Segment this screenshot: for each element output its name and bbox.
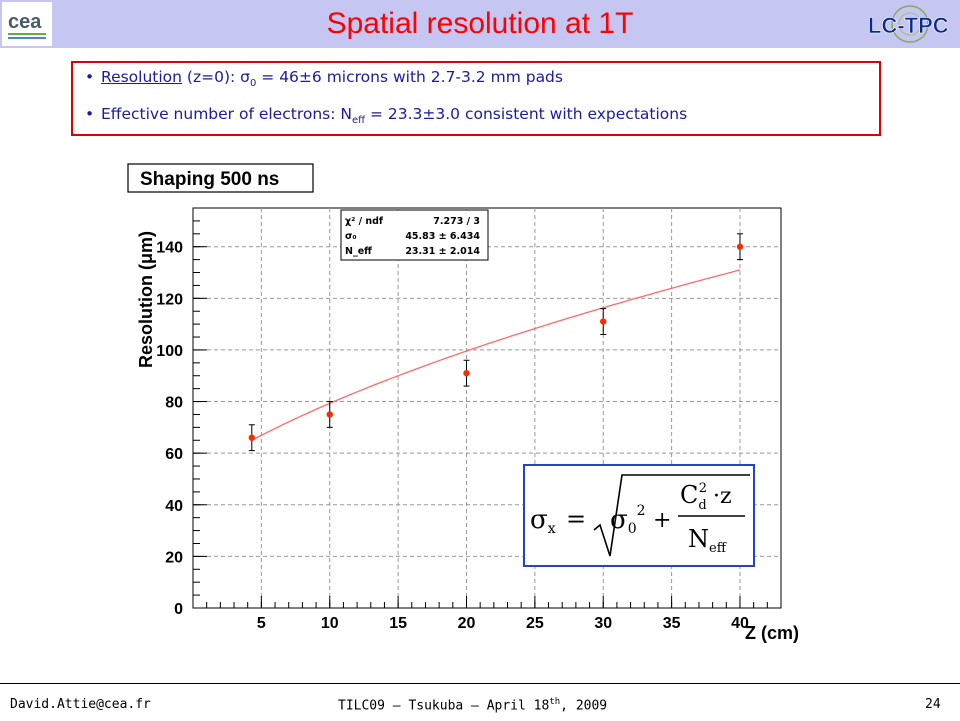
chart-title-box: Shaping 500 ns <box>127 163 314 193</box>
bullet-dot-icon: • <box>85 105 95 124</box>
bullet-resolution-label: Resolution <box>101 68 182 86</box>
lctpc-logo-text: LC-TPC <box>868 13 949 38</box>
formula-box: σx = σ02 + Cd2 ·z Neff <box>523 464 755 567</box>
y-tick-label: 40 <box>165 498 183 515</box>
bullet-neff: • Effective number of electrons: Neff = 2… <box>85 104 879 131</box>
stats-value-neff: 23.31 ± 2.014 <box>405 246 480 257</box>
lctpc-logo: LC-TPC <box>860 2 958 46</box>
footer-event: TILC09 – Tsukuba – April 18th, 2009 <box>338 697 607 713</box>
data-point <box>736 243 744 250</box>
axis-layer: 5 10 15 20 25 30 35 40 0 20 40 60 80 100 120 140 <box>156 220 768 632</box>
stats-name-chi2: χ² / ndf <box>345 216 384 227</box>
x-tick-label: 25 <box>526 615 544 632</box>
data-point <box>463 369 470 377</box>
fit-layer <box>251 269 741 441</box>
y-tick-label: 80 <box>165 395 183 412</box>
y-tick-label: 100 <box>156 343 183 360</box>
x-axis-label: Z (cm) <box>745 623 799 643</box>
bullet-resolution-text: = 46±6 microns with 2.7-3.2 mm pads <box>256 68 563 86</box>
x-tick-label: 35 <box>663 615 681 632</box>
resolution-chart: Shaping 500 ns 5 10 15 20 25 30 35 40 0 20 40 60 80 1… <box>127 163 799 643</box>
y-tick-label: 20 <box>165 549 183 566</box>
lctpc-logo-icon: LC-TPC <box>868 5 949 43</box>
bullet-neff-sub: eff <box>351 115 366 127</box>
bullet-neff-label: Effective number of electrons: N <box>101 105 352 124</box>
y-tick-label: 120 <box>156 291 183 308</box>
slide-title: Spatial resolution at 1T <box>326 7 634 40</box>
x-tick-label: 40 <box>731 615 749 632</box>
y-tick-label: 0 <box>174 601 183 618</box>
fit-curve <box>251 269 741 441</box>
x-tick-label: 15 <box>389 615 407 632</box>
footer-page-number: 24 <box>925 697 941 712</box>
stats-name-sigma0: σ₀ <box>345 231 357 242</box>
stats-name-neff: N_eff <box>345 246 372 257</box>
x-tick-label: 5 <box>257 615 266 632</box>
stats-value-sigma0: 45.83 ± 6.434 <box>405 231 480 242</box>
footer-event-year: , 2009 <box>560 698 608 714</box>
cea-logo: cea <box>2 2 52 46</box>
x-tick-label: 30 <box>594 615 612 632</box>
formula-equals: = <box>566 505 586 533</box>
footer-email: David.Attie@cea.fr <box>10 697 151 712</box>
footer-event-text: TILC09 – Tsukuba – April 18 <box>338 698 550 714</box>
title-bar: cea Spatial resolution at 1T LC-TPC <box>0 0 960 48</box>
data-point <box>248 434 255 441</box>
summary-box: • Resolution (z=0): σ0 = 46±6 microns wit… <box>71 61 881 136</box>
x-tick-label: 10 <box>321 615 339 632</box>
y-tick-label: 60 <box>165 446 183 463</box>
footer: David.Attie@cea.fr TILC09 – Tsukuba – Ap… <box>0 683 960 721</box>
stats-value-chi2: 7.273 / 3 <box>433 216 480 227</box>
data-point <box>600 318 607 325</box>
fit-stats-box: χ² / ndf 7.273 / 3 σ₀ 45.83 ± 6.434 N_ef… <box>340 209 489 261</box>
bullet-resolution: • Resolution (z=0): σ0 = 46±6 microns wit… <box>85 67 879 94</box>
formula-sqrt-icon <box>593 474 750 557</box>
data-point <box>326 411 333 418</box>
formula-plus: + <box>653 508 671 533</box>
y-axis-label: Resolution (μm) <box>136 231 156 368</box>
svg-text:cea: cea <box>8 11 42 33</box>
y-tick-label: 140 <box>156 240 183 257</box>
bullet-neff-text: = 23.3±3.0 consistent with expectations <box>365 105 688 124</box>
footer-event-sup: th <box>549 697 561 707</box>
bullet-resolution-prefix: (z=0): σ <box>182 68 250 86</box>
bullet-resolution-sub: 0 <box>249 78 257 90</box>
chart-title: Shaping 500 ns <box>140 169 279 190</box>
cea-logo-icon: cea <box>8 11 46 39</box>
formula-denominator: Neff <box>688 525 728 556</box>
x-tick-label: 20 <box>458 615 476 632</box>
point-layer <box>248 233 744 452</box>
grid-layer <box>193 208 781 608</box>
bullet-dot-icon: • <box>85 68 95 86</box>
